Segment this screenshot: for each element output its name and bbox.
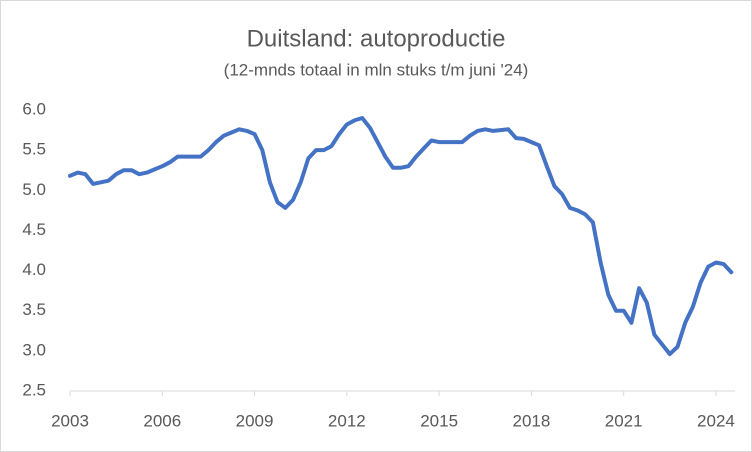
x-tick-label: 2012: [328, 411, 366, 430]
y-tick-label: 4.0: [22, 260, 46, 279]
x-tick-label: 2003: [51, 411, 89, 430]
y-tick-label: 5.0: [22, 180, 46, 199]
y-tick-label: 5.5: [22, 140, 46, 159]
x-tick-label: 2024: [697, 411, 735, 430]
y-tick-label: 4.5: [22, 220, 46, 239]
chart-title: Duitsland: autoproductie: [247, 25, 506, 52]
x-tick-label: 2006: [143, 411, 181, 430]
y-tick-label: 3.5: [22, 300, 46, 319]
x-tick-label: 2018: [512, 411, 550, 430]
x-tick-label: 2021: [605, 411, 643, 430]
y-tick-label: 2.5: [22, 380, 46, 399]
chart-subtitle: (12-mnds totaal in mln stuks t/m juni '2…: [224, 60, 529, 79]
data-line: [68, 116, 734, 357]
x-tick-label: 2009: [236, 411, 274, 430]
y-tick-label: 6.0: [22, 99, 46, 118]
x-tick-label: 2015: [420, 411, 458, 430]
y-tick-label: 3.0: [22, 340, 46, 359]
